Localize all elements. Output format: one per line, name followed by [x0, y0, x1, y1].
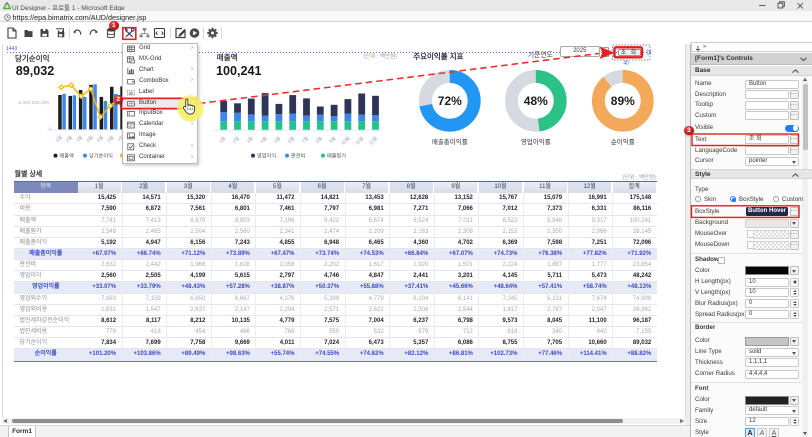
svg-text:11월: 11월: [354, 135, 365, 146]
svg-text:4월: 4월: [259, 135, 269, 145]
svg-text:6,000,000,000: 6,000,000,000: [18, 100, 49, 106]
svg-text:5월: 5월: [273, 135, 283, 145]
svg-text:매출액: 매출액: [60, 152, 75, 160]
svg-text:ab: ab: [128, 90, 134, 95]
svg-text:7월: 7월: [300, 135, 310, 145]
svg-text:72%: 72%: [438, 94, 462, 108]
svg-text:2월: 2월: [231, 135, 241, 145]
svg-text:0: 0: [49, 126, 52, 132]
svg-text:3월: 3월: [245, 135, 255, 145]
svg-text:1월: 1월: [54, 134, 64, 144]
svg-text:매출원가: 매출원가: [327, 152, 346, 160]
svg-text:48%: 48%: [524, 94, 548, 108]
svg-text:4월: 4월: [85, 134, 95, 144]
svg-text:2월: 2월: [64, 134, 74, 144]
svg-text:5월: 5월: [95, 134, 105, 144]
svg-text:89%: 89%: [611, 94, 635, 108]
svg-text:10월: 10월: [340, 135, 352, 147]
svg-text:판관비: 판관비: [291, 152, 306, 160]
svg-text:8월: 8월: [314, 135, 324, 145]
svg-text:7월: 7월: [116, 134, 126, 144]
svg-text:3월: 3월: [75, 134, 85, 144]
svg-text:6월: 6월: [286, 135, 296, 145]
svg-text:12월: 12월: [367, 135, 379, 147]
svg-text:1월: 1월: [217, 135, 227, 145]
svg-text:당기순이익: 당기순이익: [89, 152, 113, 160]
svg-text:9월: 9월: [328, 135, 338, 145]
svg-text:영업이익: 영업이익: [257, 152, 276, 160]
svg-text:6월: 6월: [106, 134, 116, 144]
